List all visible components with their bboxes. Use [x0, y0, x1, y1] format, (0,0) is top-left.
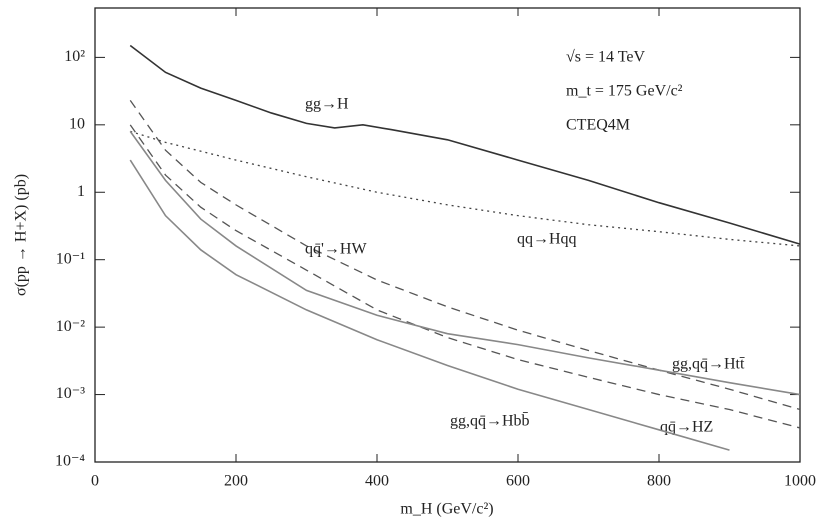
- x-axis-label: m_H (GeV/c²): [400, 501, 493, 518]
- plot-frame: [94, 7, 801, 463]
- series-label: gg,qq̄→Hbb̄: [450, 412, 530, 430]
- series-line: [129, 100, 801, 411]
- y-tick-label: 10⁻¹: [56, 250, 85, 267]
- series-line: [129, 130, 801, 396]
- x-tick-label: 200: [224, 473, 248, 490]
- series-line: [130, 130, 801, 247]
- y-axis-label: σ(pp → H+X) (pb): [13, 174, 30, 296]
- series-line: [129, 159, 730, 451]
- series-label: qq̄→HZ: [660, 419, 713, 436]
- series-line: [129, 44, 801, 245]
- y-tick-label: 10⁻²: [56, 318, 85, 335]
- y-tick-label: 10: [69, 115, 85, 132]
- x-tick-label: 0: [91, 473, 99, 490]
- x-tick-label: 1000: [784, 473, 816, 490]
- y-tick-label: 10⁻³: [56, 385, 85, 402]
- annotation: m_t = 175 GeV/c²: [566, 83, 683, 100]
- y-tick-label: 10²: [64, 48, 85, 65]
- y-tick-label: 10⁻⁴: [55, 453, 85, 470]
- series-line: [129, 124, 801, 429]
- x-tick-label: 600: [506, 473, 530, 490]
- series-label: qq→Hqq: [517, 231, 577, 248]
- x-tick-label: 800: [647, 473, 671, 490]
- x-tick-label: 400: [365, 473, 389, 490]
- series-label: qq̄'→HW: [305, 241, 367, 258]
- series-label: gg→H: [305, 96, 349, 113]
- series-label: gg,qq̄→Htt̄: [672, 356, 745, 373]
- annotation: CTEQ4M: [566, 117, 630, 134]
- annotation: √s = 14 TeV: [566, 49, 646, 66]
- y-tick-label: 1: [77, 183, 85, 200]
